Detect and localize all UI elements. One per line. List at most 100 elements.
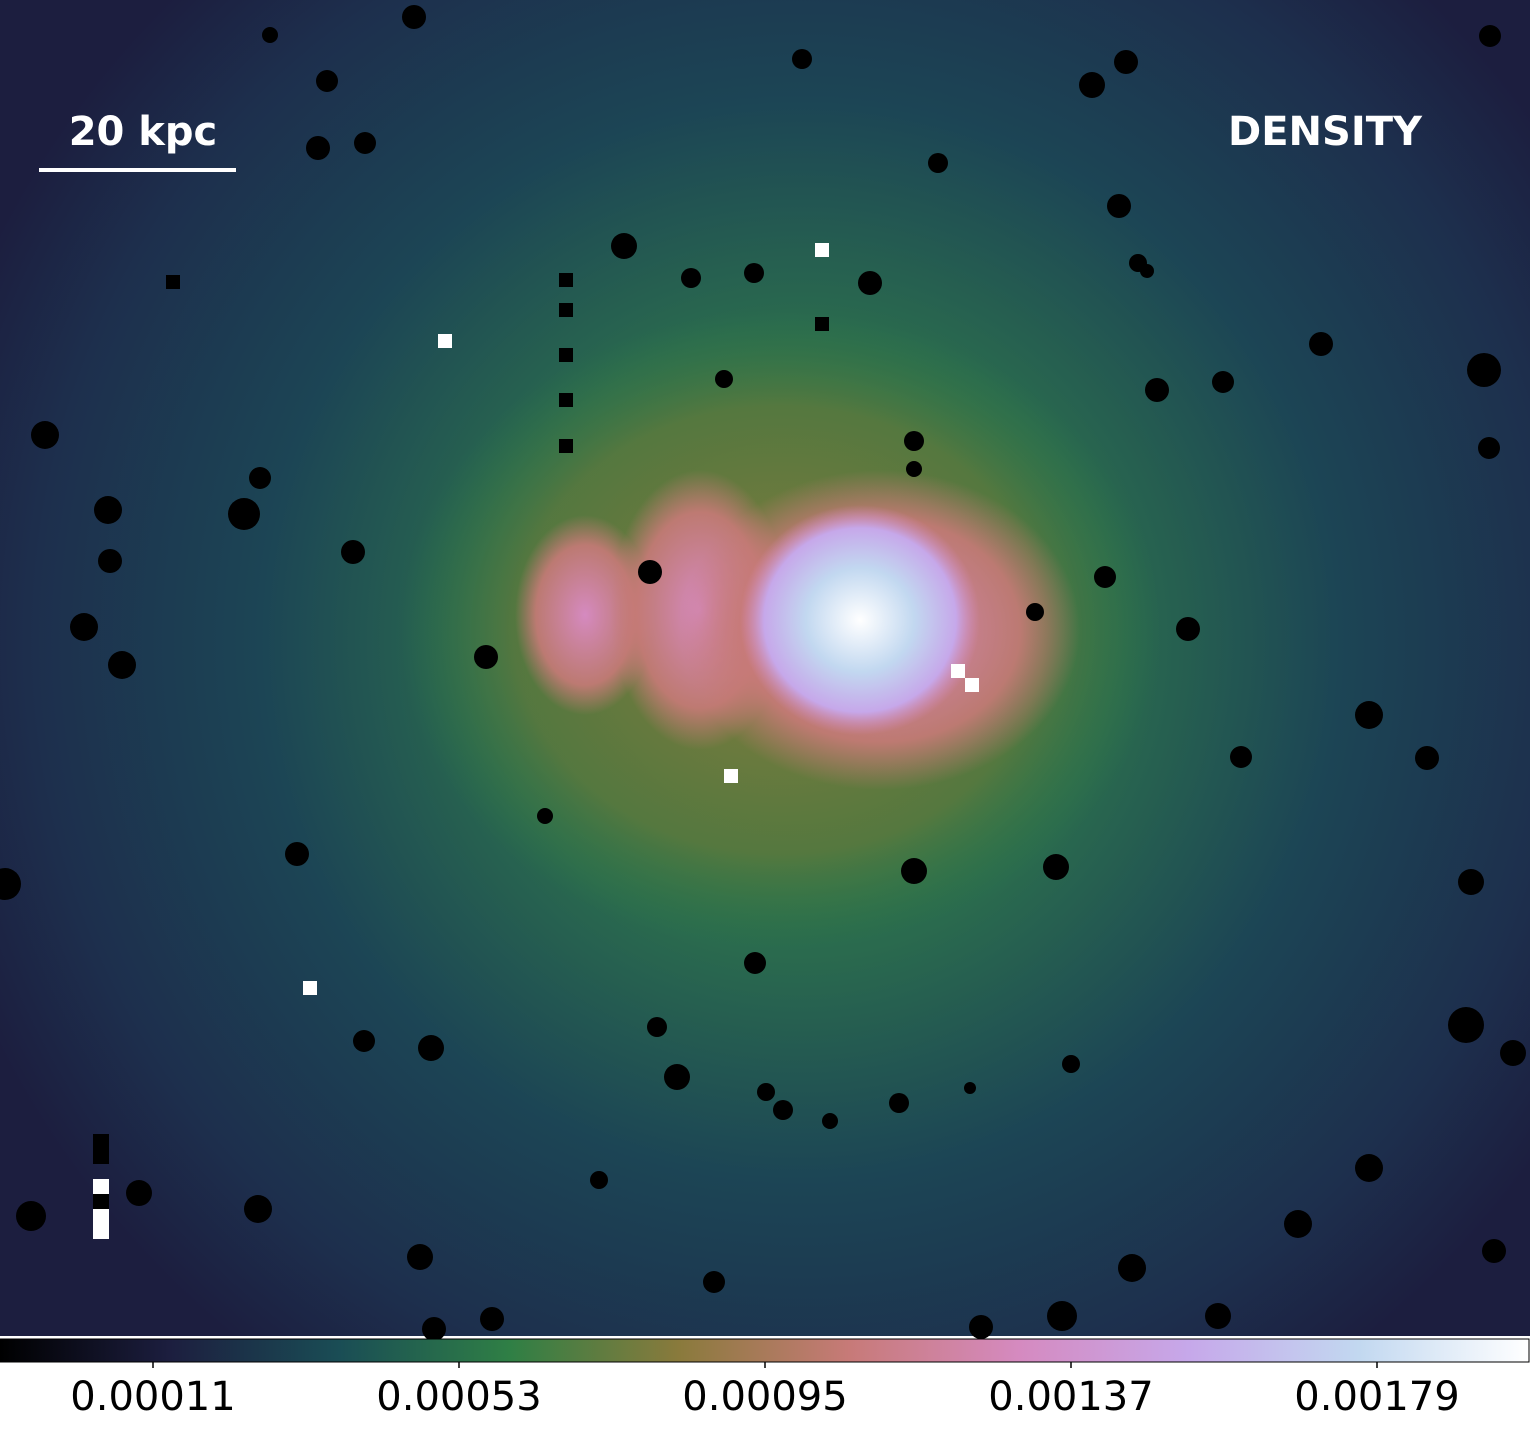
masked-source: [1458, 869, 1484, 895]
masked-pixel: [559, 393, 573, 407]
masked-source: [537, 808, 553, 824]
masked-source: [354, 132, 376, 154]
masked-pixel: [93, 1224, 109, 1239]
colorbar-tick-label: 0.00011: [70, 1374, 235, 1420]
masked-source: [904, 431, 924, 451]
masked-source: [1448, 1007, 1484, 1043]
masked-source: [757, 1083, 775, 1101]
masked-source: [964, 1082, 976, 1094]
masked-source: [474, 645, 498, 669]
masked-pixel: [93, 1134, 109, 1149]
masked-source: [715, 370, 733, 388]
masked-source: [1482, 1239, 1506, 1263]
masked-source: [1026, 603, 1044, 621]
masked-source: [1478, 437, 1500, 459]
masked-source: [98, 549, 122, 573]
masked-source: [1079, 72, 1105, 98]
masked-source: [407, 1244, 433, 1270]
masked-source: [480, 1307, 504, 1331]
masked-source: [928, 153, 948, 173]
masked-source: [906, 461, 922, 477]
colorbar-tick-label: 0.00179: [1294, 1374, 1459, 1420]
masked-sources: [0, 5, 1526, 1341]
chart-title: DENSITY: [1228, 109, 1423, 155]
masked-source: [744, 263, 764, 283]
masked-source: [1355, 701, 1383, 729]
masked-source: [0, 868, 21, 900]
masked-source: [306, 136, 330, 160]
colorbar-tick-label: 0.00137: [988, 1374, 1153, 1420]
masked-source: [70, 613, 98, 641]
colorbar: [0, 1338, 1530, 1363]
masked-source: [1355, 1154, 1383, 1182]
masked-source: [858, 271, 882, 295]
masked-source: [822, 1113, 838, 1129]
masked-source: [773, 1100, 793, 1120]
masked-source: [31, 421, 59, 449]
masked-pixel: [559, 348, 573, 362]
masked-pixel: [166, 275, 180, 289]
masked-source: [244, 1195, 272, 1223]
masked-source: [1114, 50, 1138, 74]
masked-source: [1467, 353, 1501, 387]
masked-source: [353, 1030, 375, 1052]
masked-pixel: [303, 981, 317, 995]
masked-pixel: [951, 664, 965, 678]
masked-pixel: [93, 1194, 109, 1209]
masked-source: [681, 268, 701, 288]
masked-source: [1094, 566, 1116, 588]
masked-source: [1118, 1254, 1146, 1282]
masked-source: [1415, 746, 1439, 770]
masked-pixel: [815, 317, 829, 331]
masked-source: [703, 1271, 725, 1293]
masked-source: [1309, 332, 1333, 356]
masked-pixel: [559, 273, 573, 287]
masked-source: [1047, 1301, 1077, 1331]
masked-pixel: [559, 303, 573, 317]
colorbar-tick-label: 0.00095: [682, 1374, 847, 1420]
masked-source: [1043, 854, 1069, 880]
masked-source: [341, 540, 365, 564]
masked-pixel: [724, 769, 738, 783]
masked-source: [16, 1201, 46, 1231]
colorbar-tick-label: 0.00053: [376, 1374, 541, 1420]
masked-source: [402, 5, 426, 29]
masked-source: [1062, 1055, 1080, 1073]
masked-source: [590, 1171, 608, 1189]
masked-pixel: [93, 1179, 109, 1194]
masked-source: [1212, 371, 1234, 393]
masked-source: [611, 233, 637, 259]
masked-source: [1145, 378, 1169, 402]
masked-source: [638, 560, 662, 584]
masked-source: [1176, 617, 1200, 641]
masked-source: [889, 1093, 909, 1113]
masked-source: [108, 651, 136, 679]
masked-source: [262, 27, 278, 43]
masked-pixel: [815, 243, 829, 257]
masked-source: [901, 858, 927, 884]
masked-source: [126, 1180, 152, 1206]
masked-source: [792, 49, 812, 69]
masked-source: [422, 1317, 446, 1341]
scale-bar-label: 20 kpc: [69, 109, 218, 155]
masked-pixel: [93, 1149, 109, 1164]
masked-source: [1284, 1210, 1312, 1238]
masked-source: [744, 952, 766, 974]
colorbar-axis: 0.00011 0.00053 0.00095 0.00137 0.00179: [70, 1362, 1460, 1420]
masked-source: [316, 70, 338, 92]
masked-source: [1479, 25, 1501, 47]
masked-source: [1140, 264, 1154, 278]
masked-source: [647, 1017, 667, 1037]
masked-source: [1107, 194, 1131, 218]
masked-source: [1230, 746, 1252, 768]
masked-pixel: [438, 334, 452, 348]
masked-source: [664, 1064, 690, 1090]
masked-source: [969, 1315, 993, 1339]
masked-source: [1205, 1303, 1231, 1329]
masked-pixel: [93, 1209, 109, 1224]
masked-source: [418, 1035, 444, 1061]
masked-source: [228, 498, 260, 530]
masked-source: [1500, 1040, 1526, 1066]
masked-source: [94, 496, 122, 524]
